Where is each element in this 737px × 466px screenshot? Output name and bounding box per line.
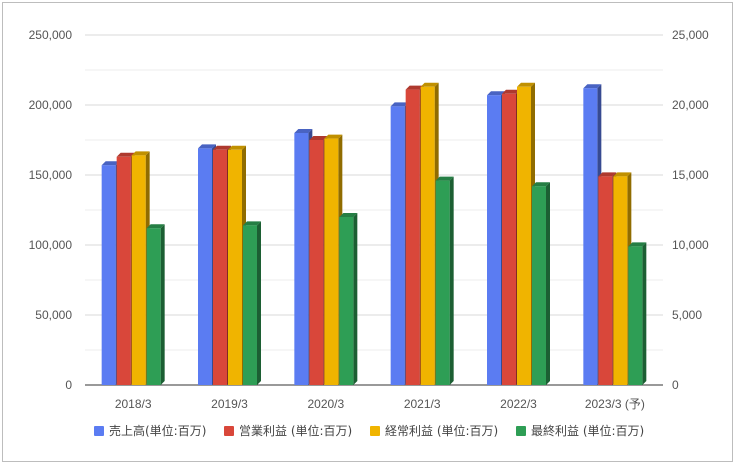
bar-top	[116, 152, 135, 157]
bar-top	[339, 213, 358, 217]
bar-top	[101, 161, 120, 166]
bar-front	[116, 156, 131, 385]
bar-4-2	[243, 221, 261, 385]
category-label: 2020/3	[307, 397, 344, 411]
bar-top	[146, 224, 165, 229]
legend-swatch	[94, 426, 104, 436]
legend-swatch	[516, 426, 526, 436]
bar-front	[420, 86, 435, 386]
bar-side	[160, 224, 165, 385]
bar-front	[198, 148, 212, 385]
bar-top	[435, 176, 454, 181]
category-label: 2021/3	[404, 397, 441, 411]
bar-top	[324, 134, 343, 139]
bar-top	[309, 136, 328, 140]
legend-label: 最終利益 (単位:百万)	[531, 423, 644, 438]
right-tick-label: 5,000	[672, 308, 702, 322]
left-tick-label: 150,000	[29, 168, 73, 182]
category-label: 2018/3	[115, 397, 152, 411]
legend-swatch	[224, 426, 234, 436]
bar-top	[420, 82, 439, 87]
bar-front	[243, 225, 257, 385]
left-tick-label: 200,000	[29, 98, 73, 112]
bar-front	[213, 149, 227, 385]
bar-side	[546, 182, 550, 385]
left-tick-label: 0	[65, 378, 72, 392]
legend-label: 売上高(単位:百万)	[109, 423, 206, 438]
bar-side	[642, 242, 647, 385]
category-label: 2022/3	[500, 397, 537, 411]
legend-label: 経常利益 (単位:百万)	[385, 423, 498, 438]
bar-side	[257, 221, 261, 385]
bar-front	[101, 165, 116, 385]
bar-front	[613, 176, 628, 385]
bar-front	[435, 180, 450, 385]
bar-front	[146, 228, 161, 385]
bar-top	[228, 145, 246, 150]
right-tick-label: 0	[672, 378, 679, 392]
bar-4-1	[146, 224, 165, 385]
bar-top	[502, 89, 520, 94]
bar-front	[628, 246, 643, 385]
legend-item-1: 売上高(単位:百万)	[94, 423, 206, 438]
category-label: 2023/3 (予)	[585, 397, 645, 411]
bar-front	[294, 133, 309, 385]
bar-front	[502, 93, 516, 386]
bar-front	[598, 176, 613, 385]
bar-top	[613, 172, 632, 177]
right-tick-label: 10,000	[672, 238, 709, 252]
bar-4-5	[532, 182, 550, 385]
bar-side	[353, 213, 358, 385]
left-axis: 0 50,000 100,000 150,000 200,000 250,000	[29, 28, 73, 392]
bar-top	[243, 221, 261, 226]
bar-top	[213, 145, 231, 150]
right-tick-label: 15,000	[672, 168, 709, 182]
right-axis: 0 5,000 10,000 15,000 20,000 25,000	[672, 28, 709, 392]
bar-top	[628, 242, 647, 247]
bar-top	[405, 85, 424, 90]
bar-4-3	[339, 213, 358, 385]
legend-item-2: 営業利益 (単位:百万)	[224, 423, 352, 438]
bar-front	[487, 95, 501, 385]
bar-top	[532, 182, 550, 187]
bar-front	[339, 217, 354, 385]
category-axis: 2018/3 2019/3 2020/3 2021/3 2022/3 2023/3 (予)	[115, 397, 645, 411]
gridlines	[85, 34, 663, 386]
left-tick-label: 50,000	[35, 308, 72, 322]
bars-group	[101, 82, 647, 386]
bar-front	[131, 155, 146, 385]
bar-side	[449, 176, 454, 385]
bar-top	[131, 151, 150, 156]
legend-label: 営業利益 (単位:百万)	[239, 423, 352, 438]
bar-top	[294, 129, 313, 133]
right-tick-label: 20,000	[672, 98, 709, 112]
left-tick-label: 100,000	[29, 238, 73, 252]
bar-front	[309, 140, 324, 385]
bar-front	[517, 86, 531, 386]
bar-front	[405, 89, 420, 385]
bar-top	[487, 91, 505, 96]
legend: 売上高(単位:百万) 営業利益 (単位:百万) 経常利益 (単位:百万) 最終利益 (…	[94, 423, 644, 438]
bar-top	[390, 102, 409, 107]
legend-swatch	[370, 426, 380, 436]
bar-front	[228, 149, 242, 385]
right-tick-label: 25,000	[672, 28, 709, 42]
bar-top	[517, 82, 535, 87]
bar-top	[583, 84, 602, 89]
bar-front	[324, 138, 339, 385]
bar-4-6	[628, 242, 647, 385]
bar-top	[198, 144, 216, 149]
legend-item-3: 経常利益 (単位:百万)	[370, 423, 498, 438]
legend-item-4: 最終利益 (単位:百万)	[516, 423, 644, 438]
bar-front	[583, 88, 598, 385]
bar-top	[598, 172, 617, 177]
bar-front	[532, 186, 546, 385]
category-label: 2019/3	[211, 397, 248, 411]
bar-front	[390, 106, 405, 386]
left-tick-label: 250,000	[29, 28, 73, 42]
bar-4-4	[435, 176, 454, 385]
